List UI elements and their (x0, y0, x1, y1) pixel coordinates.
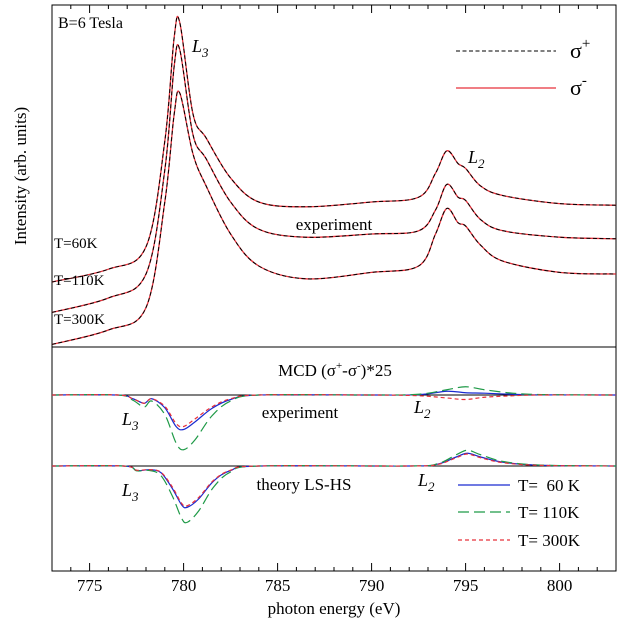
annotation-experiment-top: experiment (296, 215, 373, 234)
annotation-experiment-mcd: experiment (262, 403, 339, 422)
edge-l2-letter: L (467, 147, 478, 167)
mcd-title-sup-minus: - (357, 360, 361, 372)
y-axis-label: Intensity (arb. units) (11, 107, 30, 245)
x-axis-ticks: 775 780 785 790 795 800 (51, 5, 617, 595)
temperature-legend: T= 60 K T= 110K T= 300K (458, 476, 581, 550)
edge-label-l3-mcd-exp: L3 (121, 409, 139, 433)
xas-sigma-plus-curve-2 (51, 90, 617, 345)
edge-label-l2-mcd-exp: L2 (413, 397, 431, 421)
edge-label-l2-mcd-theory: L2 (417, 470, 435, 494)
edge-l2-subscript: 2 (478, 156, 485, 171)
x-axis-label: photon energy (eV) (268, 599, 401, 618)
curve-label-110k: T=110K (54, 273, 105, 289)
edge-label-l2-top: L2 (467, 147, 485, 171)
legend-sigma-minus-base: σ (570, 75, 582, 100)
xas-sigma-plus-curve-1 (51, 44, 617, 313)
curve-label-300k: T=300K (54, 312, 105, 328)
curve-label-60k: T=60K (54, 236, 98, 252)
xas-sigma-plus-curve-0 (51, 16, 617, 283)
mcd-exp-l2-letter: L (413, 397, 424, 417)
legend-label-sigma-minus: σ- (570, 73, 587, 100)
mcd-theory-curve-1 (51, 449, 617, 524)
legend-sigma-plus-sup: + (582, 36, 590, 52)
xas-sigma-minus-curve-1 (51, 44, 617, 314)
mcd-th-l2-subscript: 2 (428, 479, 435, 494)
x-tick-label: 785 (265, 576, 291, 595)
edge-label-l3-mcd-theory: L3 (121, 480, 139, 504)
mcd-spectra (51, 386, 617, 524)
xas-sigma-minus-curve-0 (51, 15, 617, 283)
legend-label-110k: T= 110K (518, 503, 580, 522)
x-tick-label: 790 (359, 576, 385, 595)
mcd-title-sup-plus: + (336, 360, 342, 372)
mcd-title-part-2: -σ (342, 361, 357, 380)
mcd-th-l3-subscript: 3 (131, 489, 139, 504)
mcd-exp-l3-subscript: 3 (131, 418, 139, 433)
mcd-th-l2-letter: L (417, 470, 428, 490)
x-tick-label: 780 (171, 576, 197, 595)
x-tick-label: 775 (77, 576, 103, 595)
mcd-title: MCD (σ+-σ-)*25 (278, 360, 392, 380)
legend-sigma-plus-base: σ (570, 38, 582, 63)
mcd-exp-l2-subscript: 2 (424, 406, 431, 421)
mcd-title-part-3: )*25 (361, 361, 392, 380)
mcd-theory-curve-2 (51, 453, 617, 507)
mcd-exp-l3-letter: L (121, 409, 132, 429)
polarization-legend: σ+ σ- (456, 36, 590, 100)
mcd-experiment-curve-2 (51, 394, 617, 428)
xas-spectra (51, 15, 617, 346)
edge-l3-letter: L (191, 36, 202, 56)
legend-sigma-minus-sup: - (582, 73, 587, 89)
legend-label-60k: T= 60 K (518, 476, 581, 495)
edge-l3-subscript: 3 (201, 45, 209, 60)
mcd-experiment-curve-1 (51, 386, 617, 451)
legend-label-300k: T= 300K (518, 531, 581, 550)
mcd-th-l3-letter: L (121, 480, 132, 500)
x-tick-label: 795 (453, 576, 479, 595)
mcd-title-part-1: MCD (σ (278, 361, 336, 380)
x-tick-label: 800 (547, 576, 573, 595)
annotation-theory: theory LS-HS (257, 475, 352, 494)
legend-label-sigma-plus: σ+ (570, 36, 590, 63)
field-label: B=6 Tesla (58, 15, 123, 32)
edge-label-l3-top: L3 (191, 36, 209, 60)
